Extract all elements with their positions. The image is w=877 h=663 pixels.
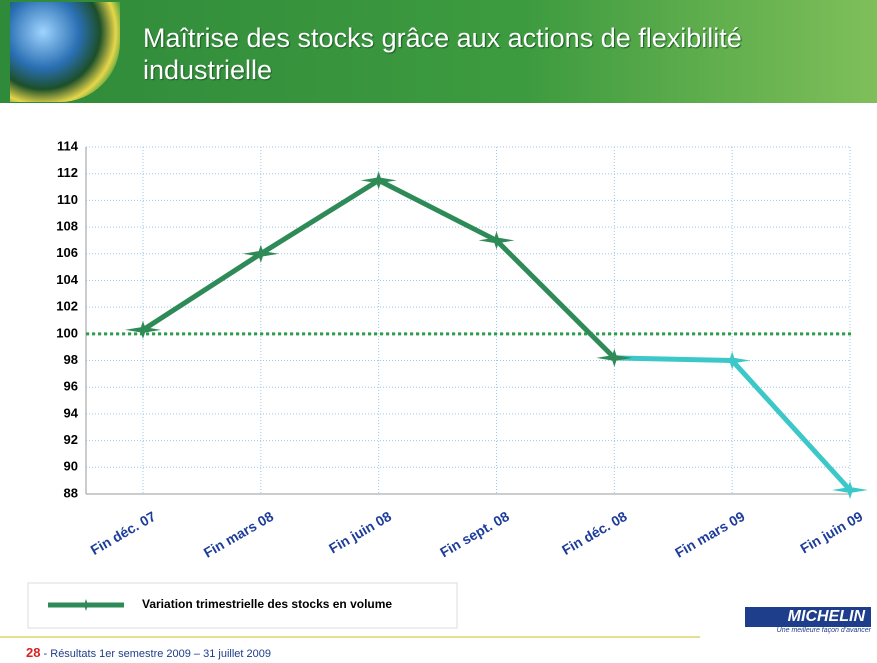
y-tick-label: 112 (57, 165, 78, 180)
tagline: Une meilleure façon d'avancer (745, 627, 871, 634)
y-tick-label: 102 (56, 299, 78, 314)
y-tick-label: 108 (56, 219, 78, 234)
page-number: 28 (26, 645, 40, 660)
y-tick-label: 94 (64, 405, 79, 420)
y-tick-label: 92 (64, 432, 78, 447)
y-tick-label: 104 (56, 272, 78, 287)
footer-line (0, 636, 700, 638)
x-tick-label: Fin sept. 08 (437, 508, 512, 560)
y-tick-label: 96 (64, 379, 78, 394)
brand: MICHELIN (745, 607, 871, 627)
x-tick-label: Fin déc. 07 (88, 508, 159, 558)
line-segment (614, 358, 732, 361)
y-tick-label: 98 (64, 352, 78, 367)
footer-text: - Résultats 1er semestre 2009 – 31 juill… (44, 648, 271, 660)
y-tick-label: 114 (57, 138, 79, 153)
y-tick-label: 106 (56, 245, 78, 260)
y-tick-label: 88 (64, 485, 78, 500)
x-tick-label: Fin mars 09 (672, 508, 748, 561)
y-tick-label: 100 (56, 325, 78, 340)
footer: 28 - Résultats 1er semestre 2009 – 31 ju… (26, 645, 271, 660)
chart: 88 90 92 94 96 98 100 102 104 106 108 110 112 114 Fin … (0, 0, 877, 663)
y-tick-label: 110 (57, 192, 78, 207)
x-tick-label: Fin juin 08 (326, 508, 394, 557)
y-tick-label: 90 (64, 459, 78, 474)
x-tick-label: Fin juin 09 (797, 508, 865, 557)
legend-label: Variation trimestrielle des stocks en vo… (142, 597, 392, 611)
x-tick-label: Fin déc. 08 (559, 508, 630, 558)
slide: Maîtrise des stocks grâce aux actions de… (0, 0, 877, 663)
plot-area (86, 147, 851, 494)
x-tick-label: Fin mars 08 (201, 508, 277, 561)
